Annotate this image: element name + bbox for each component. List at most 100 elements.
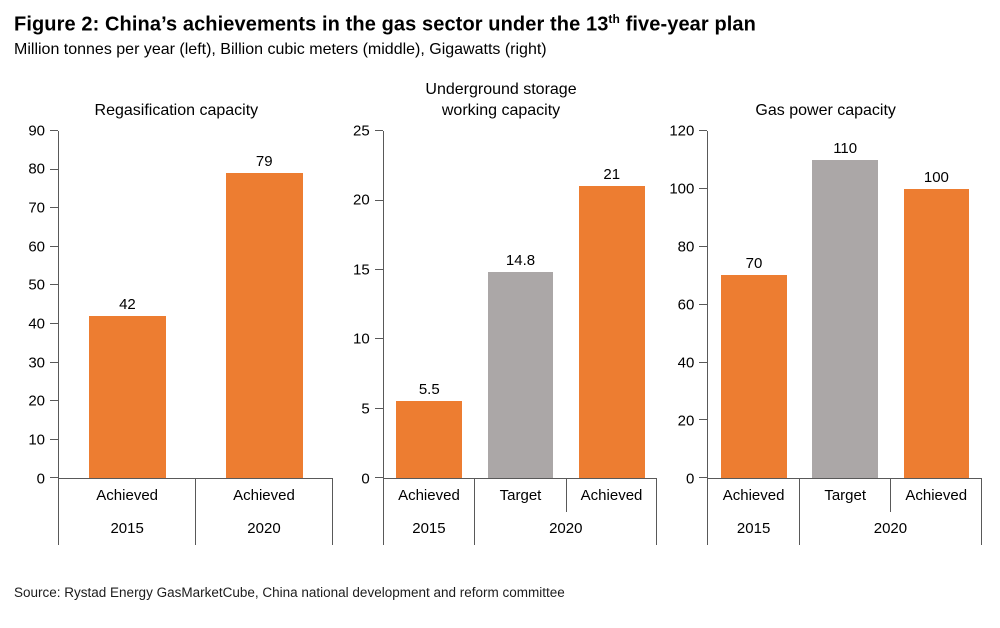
y-tick-label: 25: [352, 122, 370, 140]
y-tick-label: 10: [352, 330, 370, 348]
y-tick-label: 15: [352, 261, 370, 279]
y-tick-mark: [699, 303, 708, 305]
year-row: 2015 2020: [707, 511, 982, 545]
figure-title-suffix: five-year plan: [619, 13, 756, 36]
chart-underground-storage-capacity: Underground storage working capacity 25 2…: [339, 77, 664, 545]
plot-column: 70 110 100 Achieved Target Achieved 2015 2020: [699, 130, 983, 545]
bar-achieved: [578, 186, 645, 478]
source-note: Source: Rystad Energy GasMarketCube, Chi…: [14, 584, 565, 600]
y-tick-mark: [50, 361, 58, 363]
category-label: Target: [474, 478, 566, 512]
y-tick-mark: [374, 338, 383, 340]
year-label: 2020: [798, 511, 982, 545]
y-tick-mark: [699, 245, 708, 247]
bar-slot: 21: [566, 131, 657, 478]
bar-slot: 100: [891, 131, 982, 478]
y-tick-mark: [699, 361, 708, 363]
y-tick-label: 80: [28, 160, 45, 178]
y-tick-mark: [699, 188, 708, 189]
y-axis: 90 80 70 60 50 40 30 20 10 0: [20, 123, 58, 486]
bar-slot: 5.5: [384, 131, 475, 478]
plot-area: 5.5 14.8 21: [374, 130, 658, 479]
y-tick-label: 10: [28, 431, 45, 449]
y-tick-label: 100: [669, 180, 695, 198]
category-label: Achieved: [565, 478, 658, 512]
bar-slot: 79: [196, 131, 333, 478]
y-tick-mark: [50, 284, 58, 286]
year-label: 2015: [382, 511, 475, 545]
y-tick-label: 120: [669, 122, 695, 140]
y-tick-mark: [50, 207, 58, 209]
category-label: Target: [798, 478, 891, 512]
category-row: Achieved Target Achieved: [707, 478, 982, 512]
bar-value-label: 79: [255, 153, 273, 171]
y-tick-label: 80: [677, 238, 695, 256]
chart-gas-power-capacity: Gas power capacity 120 100 80 60 40 20 0 70 110…: [663, 77, 988, 545]
bar-value-label: 42: [119, 295, 136, 313]
category-label: Achieved: [890, 478, 982, 512]
bar-achieved: [396, 401, 463, 478]
chart-body: 25 20 15 10 5 0 5.5 14.8 21 Achieved Target Achie…: [345, 123, 658, 545]
y-tick-mark: [374, 477, 383, 479]
chart-body: 120 100 80 60 40 20 0 70 110 100 Achieved Target A…: [669, 123, 983, 545]
y-tick-label: 60: [677, 296, 695, 314]
bar-value-label: 70: [745, 255, 763, 273]
y-tick-label: 60: [28, 238, 45, 256]
bar-value-label: 5.5: [418, 381, 440, 399]
chart-title: Underground storage working capacity: [425, 81, 577, 119]
bar-achieved: [903, 188, 970, 478]
y-tick-mark: [699, 477, 708, 479]
y-tick-label: 20: [677, 412, 695, 430]
figure-title-text: Figure 2: China’s achievements in the ga…: [14, 13, 609, 36]
year-label: 2020: [474, 511, 658, 545]
chart-title: Regasification capacity: [94, 101, 259, 119]
y-tick-mark: [50, 438, 58, 440]
y-tick-label: 0: [686, 470, 695, 488]
y-tick-mark: [50, 130, 58, 132]
y-tick-label: 90: [28, 122, 45, 140]
chart-body: 90 80 70 60 50 40 30 20 10 0 42 79 Achieved Achieve…: [20, 123, 333, 545]
charts-row: Regasification capacity 90 80 70 60 50 40 30 20…: [14, 77, 988, 545]
y-tick-mark: [50, 245, 58, 247]
figure-title: Figure 2: China’s achievements in the ga…: [14, 12, 988, 37]
year-label: 2015: [707, 511, 799, 545]
category-row: Achieved Target Achieved: [382, 478, 658, 512]
y-tick-label: 0: [361, 470, 370, 488]
y-tick-mark: [50, 168, 58, 170]
plot-column: 42 79 Achieved Achieved 2015 2020: [50, 130, 333, 545]
bar-target: [487, 272, 554, 478]
category-label: Achieved: [58, 478, 195, 512]
bar-achieved: [721, 275, 787, 478]
bar-value-label: 14.8: [505, 252, 536, 270]
y-tick-mark: [50, 400, 58, 402]
year-row: 2015 2020: [382, 511, 658, 545]
category-label: Achieved: [195, 478, 333, 512]
chart-regasification-capacity: Regasification capacity 90 80 70 60 50 40 30 20…: [14, 77, 339, 545]
y-axis: 120 100 80 60 40 20 0: [669, 123, 707, 486]
year-label: 2020: [195, 511, 333, 545]
bar-achieved: [89, 315, 166, 478]
bar-slot: 110: [800, 131, 891, 478]
bar-achieved: [225, 173, 303, 478]
plot-area: 70 110 100: [699, 130, 983, 479]
category-label: Achieved: [707, 478, 799, 512]
y-tick-label: 30: [28, 354, 45, 372]
year-label: 2015: [58, 511, 195, 545]
bar-value-label: 21: [603, 166, 621, 184]
year-row: 2015 2020: [58, 511, 333, 545]
category-label: Achieved: [382, 478, 475, 512]
y-tick-label: 5: [361, 400, 370, 418]
y-tick-mark: [50, 322, 58, 324]
figure-subtitle: Million tonnes per year (left), Billion …: [14, 40, 547, 58]
x-axis-labels: Achieved Target Achieved 2015 2020: [707, 478, 982, 545]
bar-value-label: 110: [833, 139, 858, 157]
y-tick-label: 50: [28, 276, 45, 294]
y-tick-mark: [374, 407, 383, 409]
y-axis: 25 20 15 10 5 0: [345, 123, 383, 486]
y-tick-label: 20: [28, 392, 45, 410]
bar-value-label: 100: [923, 168, 949, 186]
category-row: Achieved Achieved: [58, 478, 333, 512]
y-tick-label: 20: [352, 191, 370, 209]
y-tick-mark: [374, 268, 383, 270]
